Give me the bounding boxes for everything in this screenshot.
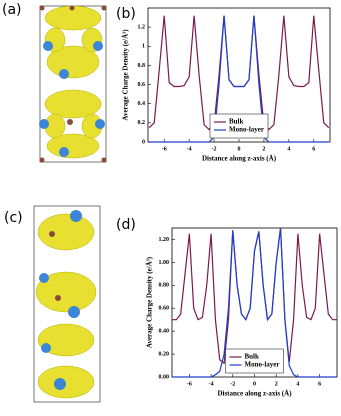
x-axis-label: Distance along z-axis (Å)	[217, 390, 292, 398]
x-tick-label: -6	[187, 381, 192, 387]
legend-label: Mono-layer	[245, 361, 280, 369]
y-tick-label: 0.40	[159, 329, 170, 335]
legend-box	[209, 113, 269, 139]
x-tick-label: 4	[287, 146, 290, 152]
legend-label: Bulk	[229, 118, 244, 126]
y-tick-label: 0	[142, 139, 145, 145]
x-tick-label: 4	[296, 381, 299, 387]
x-tick-label: -2	[230, 381, 235, 387]
x-tick-label: 2	[262, 146, 265, 152]
structure-c	[33, 205, 101, 403]
x-tick-label: 0	[238, 146, 241, 152]
legend-label: Bulk	[245, 353, 260, 361]
y-tick-label: 1.20	[159, 237, 170, 243]
series-line	[149, 15, 329, 143]
legend-label: Mono-layer	[229, 126, 264, 134]
y-tick-label: 0.20	[159, 351, 170, 357]
legend-box	[225, 348, 284, 374]
y-tick-label: 0.8	[138, 63, 146, 69]
x-tick-label: 0	[253, 381, 256, 387]
x-tick-label: -4	[209, 381, 214, 387]
x-tick-label: -2	[212, 146, 217, 152]
y-tick-label: 0.4	[138, 101, 146, 107]
x-axis-label: Distance along z-axis (Å)	[202, 155, 277, 163]
y-tick-label: 0.00	[159, 374, 170, 380]
panel-label: (c)	[4, 210, 23, 226]
y-tick-label: 0.2	[138, 120, 146, 126]
y-tick-label: 1.00	[159, 260, 170, 266]
panel-label: (d)	[116, 217, 136, 233]
x-tick-label: -6	[162, 146, 167, 152]
structure-a	[39, 5, 107, 163]
y-tick-label: 1	[142, 44, 145, 50]
x-tick-label: 6	[318, 381, 321, 387]
panel-label: (a)	[2, 2, 22, 18]
y-tick-label: 0.6	[138, 82, 146, 88]
panel-label: (b)	[116, 6, 136, 22]
y-tick-label: 0.80	[159, 283, 170, 289]
x-tick-label: 2	[275, 381, 278, 387]
y-tick-label: 1.2	[138, 25, 146, 31]
y-tick-label: 0.60	[159, 306, 170, 312]
x-tick-label: -4	[187, 146, 192, 152]
series-line	[172, 227, 337, 378]
series-line	[148, 15, 330, 131]
y-axis-label: Average Charge Density (e/Å³)	[146, 256, 154, 348]
x-tick-label: 6	[312, 146, 315, 152]
y-axis-label: Average Charge Density (e/Å³)	[122, 29, 130, 121]
